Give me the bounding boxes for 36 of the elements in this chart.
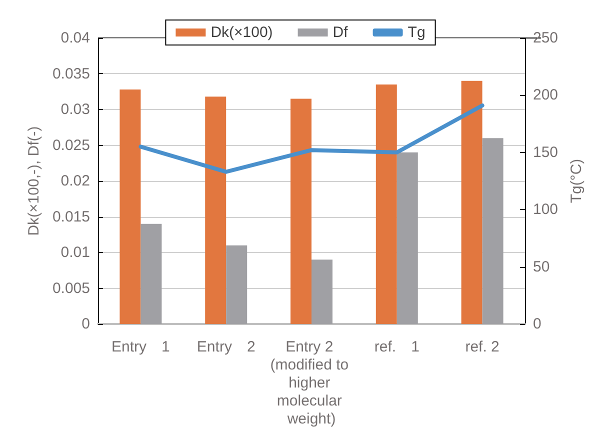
y-tick-label: 0.025 [52, 136, 90, 154]
y-tick-label: 0.01 [60, 244, 90, 261]
x-tick-label: ref. 1 [374, 338, 420, 356]
bar [376, 84, 397, 324]
y2-tick-label: 50 [533, 258, 550, 276]
bar [205, 96, 226, 324]
y2-tick-label: 100 [533, 201, 558, 218]
legend-label: Tg [408, 24, 426, 41]
y-tick-label: 0 [82, 316, 90, 332]
bar [120, 89, 141, 324]
x-tick-label: Entry 2 (modified to higher molecular weight) [270, 338, 353, 428]
x-tick-label: ref. 2 [465, 338, 500, 356]
y-tick-label: 0.04 [60, 30, 90, 46]
y-tick-label: 0.005 [52, 280, 90, 297]
bar [482, 138, 504, 324]
bar [461, 80, 482, 324]
y-axis-title: Dk(×100,-), Df(-) [26, 126, 43, 236]
y-tick-label: 0.015 [52, 208, 90, 226]
y2-tick-label: 150 [533, 144, 558, 161]
legend-label: Dk(×100) [210, 24, 273, 41]
x-tick-label: Entry 1 [112, 338, 170, 356]
y2-tick-label: 0 [533, 316, 542, 332]
x-tick-label: Entry 2 [196, 338, 256, 356]
y2-tick-label: 250 [533, 30, 558, 46]
legend-label: Df [332, 24, 349, 41]
line-series [138, 103, 484, 174]
bar [226, 245, 248, 324]
y-tick-label: 0.02 [60, 172, 90, 190]
bar [312, 260, 332, 324]
y2-tick-label: 200 [533, 86, 558, 104]
bar [290, 98, 312, 324]
y-tick-label: 0.03 [60, 101, 90, 118]
y2-axis-title: Tg(°C) [568, 158, 585, 204]
y-tick-label: 0.035 [52, 65, 90, 82]
bar [396, 152, 418, 324]
bar [140, 224, 162, 324]
